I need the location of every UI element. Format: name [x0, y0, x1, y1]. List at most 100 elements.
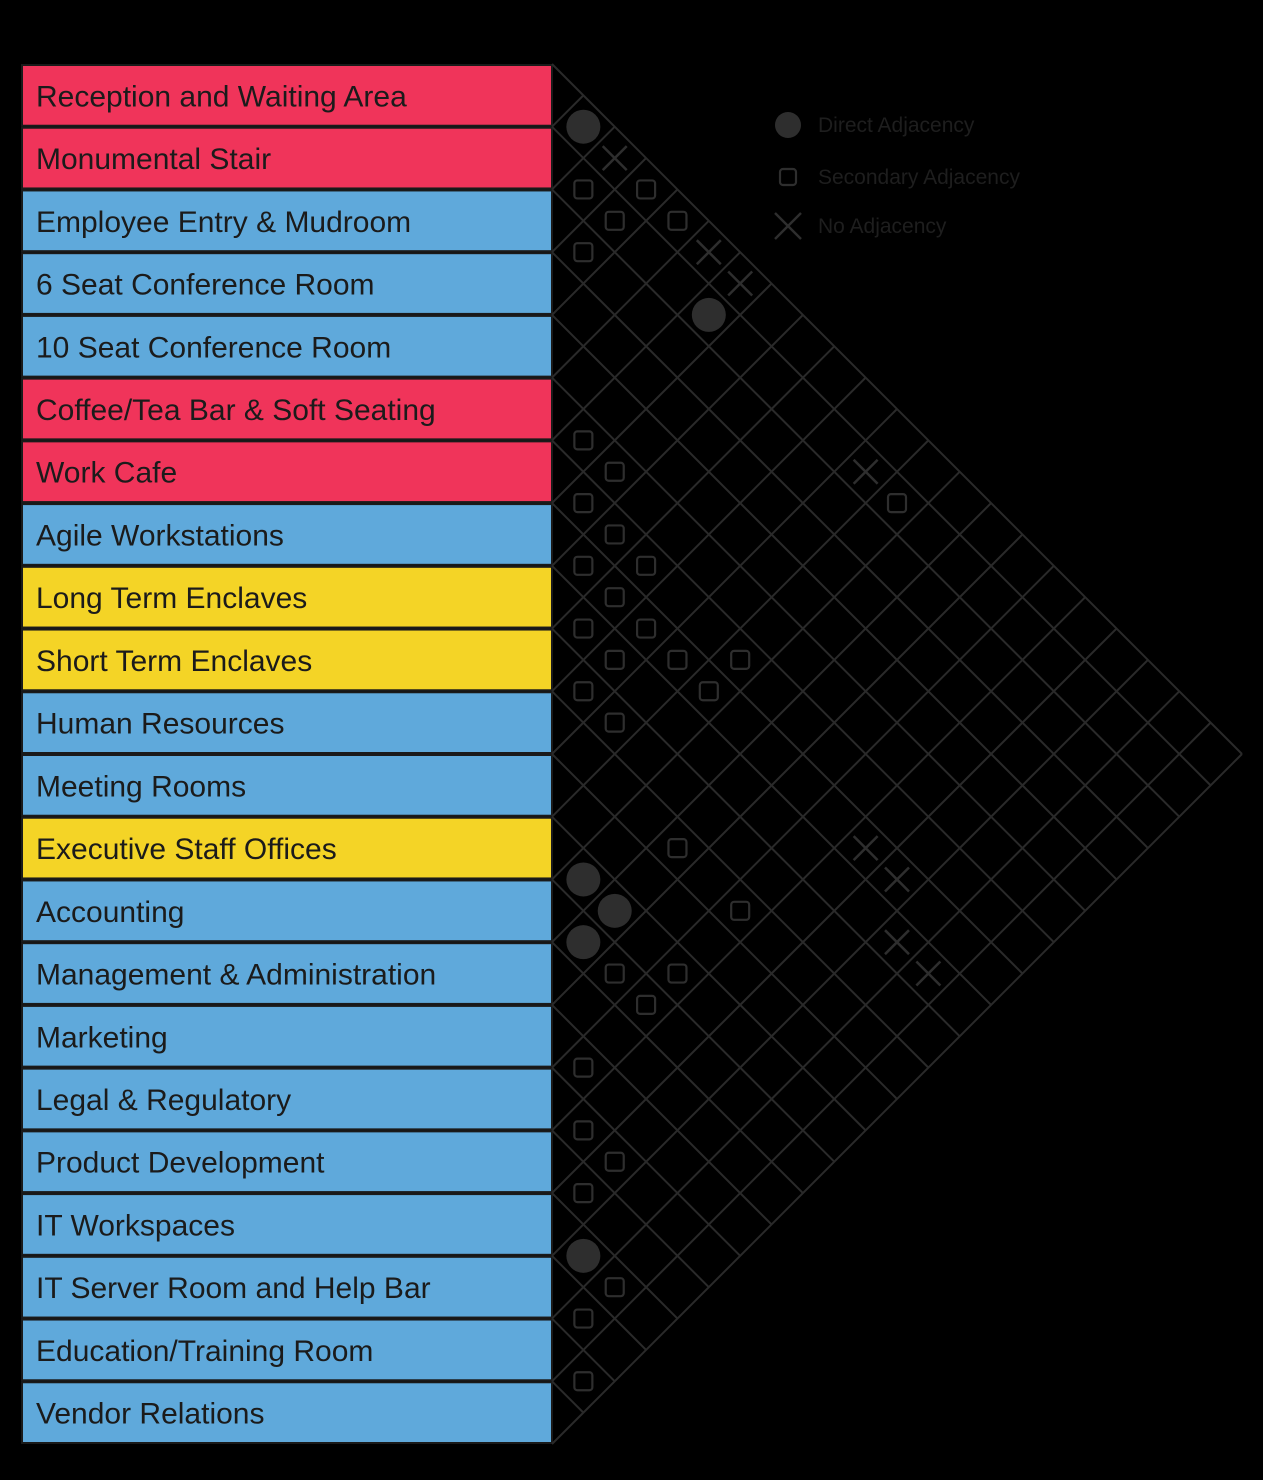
grid-line	[551, 627, 1118, 1194]
room-row-human-resources: Human Resources	[21, 691, 553, 754]
grid-line	[551, 533, 1024, 1006]
room-label: Management & Administration	[36, 959, 436, 992]
room-bar	[21, 377, 553, 441]
room-row-executive-staff-offices: Executive Staff Offices	[21, 816, 553, 880]
room-row-work-cafe: Work Cafe	[21, 440, 553, 504]
adjacency-it-server-room-and-help-bar-education-training-room-secondary	[573, 1308, 594, 1329]
room-bar	[21, 1255, 553, 1319]
room-list: Reception and Waiting Area Monumental Sta…	[21, 64, 553, 1444]
grid-line	[551, 1004, 773, 1226]
adjacency-executive-staff-offices-legal-regulatory-secondary	[667, 963, 688, 984]
rounded-square-icon	[778, 167, 798, 187]
grid-line	[551, 565, 1055, 1069]
grid-line	[551, 1380, 585, 1414]
room-bar	[21, 565, 553, 629]
room-row-product-development: Product Development	[21, 1130, 553, 1194]
room-row-reception-and-waiting-area: Reception and Waiting Area	[21, 64, 553, 127]
grid-line	[551, 282, 773, 504]
room-bar	[21, 1004, 553, 1068]
room-bar	[21, 942, 553, 1005]
room-bar	[21, 1318, 553, 1382]
grid-line	[551, 502, 1024, 975]
adjacency-reception-and-waiting-area-coffee-tea-bar-soft-seating-none	[695, 239, 722, 266]
room-label: Accounting	[36, 896, 184, 929]
grid-line	[551, 94, 585, 128]
grid-line	[551, 439, 930, 818]
adjacency-employee-entry-mudroom-6-seat-conference-room-secondary	[573, 242, 594, 263]
adjacency-executive-staff-offices-accounting-direct	[566, 862, 601, 897]
grid-line	[551, 1129, 710, 1288]
room-row-short-term-enclaves: Short Term Enclaves	[21, 628, 553, 692]
room-bar	[21, 816, 553, 880]
room-label: Work Cafe	[36, 457, 177, 490]
room-bar	[21, 252, 553, 315]
x-cross-icon	[774, 212, 802, 240]
room-bar	[21, 1067, 553, 1131]
room-bar	[21, 691, 553, 754]
room-bar	[21, 126, 553, 190]
room-row-management-administration: Management & Administration	[21, 942, 553, 1005]
room-row-it-workspaces: IT Workspaces	[21, 1193, 553, 1256]
grid-line	[551, 376, 1086, 912]
adjacency-accounting-management-administration-direct	[566, 925, 601, 960]
room-label: IT Server Room and Help Bar	[36, 1272, 431, 1305]
grid-line	[551, 596, 1086, 1132]
adjacency-short-term-enclaves-meeting-rooms-secondary	[604, 712, 625, 733]
room-label: 10 Seat Conference Room	[36, 331, 391, 364]
room-row-it-server-room-and-help-bar: IT Server Room and Help Bar	[21, 1255, 553, 1319]
room-label: Meeting Rooms	[36, 770, 246, 803]
room-label: Short Term Enclaves	[36, 645, 312, 678]
adjacency-coffee-tea-bar-soft-seating-agile-workstations-secondary	[604, 461, 625, 482]
room-row-vendor-relations: Vendor Relations	[21, 1381, 553, 1444]
room-label: Employee Entry & Mudroom	[36, 206, 411, 239]
room-bar	[21, 440, 553, 504]
adjacency-agile-workstations-it-workspaces-none	[884, 866, 910, 893]
grid-line	[551, 157, 647, 253]
grid-line	[551, 220, 710, 379]
adjacency-product-development-it-workspaces-secondary	[573, 1182, 594, 1204]
legend-item-secondary-adjacency: Secondary Adjacency	[778, 166, 1020, 189]
room-bar	[21, 314, 553, 378]
grid-line	[551, 408, 898, 755]
adjacency-long-term-enclaves-human-resources-secondary	[604, 649, 625, 671]
room-row-10-seat-conference-room: 10 Seat Conference Room	[21, 314, 553, 378]
grid-line	[551, 659, 1149, 1257]
adjacency-human-resources-legal-regulatory-secondary	[730, 900, 751, 921]
adjacency-reception-and-waiting-area-10-seat-conference-room-secondary	[667, 210, 688, 231]
adjacency-long-term-enclaves-it-server-room-and-help-bar-none	[884, 929, 910, 956]
adjacency-coffee-tea-bar-soft-seating-work-cafe-secondary	[573, 430, 594, 451]
grid-line	[551, 753, 1243, 1445]
adjacency-it-workspaces-education-training-room-secondary	[604, 1277, 625, 1298]
adjacency-marketing-legal-regulatory-secondary	[573, 1057, 594, 1078]
room-row-employee-entry-mudroom: Employee Entry & Mudroom	[21, 189, 553, 253]
adjacency-monumental-stair-6-seat-conference-room-secondary	[604, 210, 625, 231]
grid-line	[551, 314, 804, 567]
adjacency-reception-and-waiting-area-employee-entry-mudroom-none	[601, 145, 628, 171]
room-label: Executive Staff Offices	[36, 833, 337, 866]
room-bar	[21, 503, 553, 566]
adjacency-reception-and-waiting-area-monumental-stair-direct	[566, 109, 601, 144]
adjacency-work-cafe-long-term-enclaves-secondary	[604, 524, 625, 545]
legend-item-direct-adjacency: Direct Adjacency	[775, 112, 975, 138]
room-label: Vendor Relations	[36, 1398, 265, 1431]
adjacency-long-term-enclaves-short-term-enclaves-secondary	[573, 618, 594, 639]
grid-line	[551, 1255, 647, 1351]
adjacency-agile-workstations-executive-staff-offices-secondary	[698, 681, 719, 702]
adjacency-reception-and-waiting-area-work-cafe-none	[727, 270, 754, 297]
adjacency-long-term-enclaves-education-training-room-none	[915, 960, 942, 987]
adjacency-agile-workstations-human-resources-secondary	[635, 618, 657, 639]
grid-line	[551, 721, 1212, 1382]
room-label: Education/Training Room	[36, 1335, 373, 1368]
grid-line	[551, 471, 961, 881]
room-bar	[21, 628, 553, 692]
room-label: Monumental Stair	[36, 143, 271, 176]
filled-circle-icon	[775, 112, 801, 138]
adjacency-monumental-stair-meeting-rooms-none	[852, 458, 879, 485]
grid-line	[551, 376, 867, 692]
room-row-long-term-enclaves: Long Term Enclaves	[21, 565, 553, 629]
room-label: IT Workspaces	[36, 1209, 235, 1242]
room-label: Long Term Enclaves	[36, 582, 307, 615]
adjacency-monumental-stair-executive-staff-offices-secondary	[886, 492, 908, 514]
room-label: Marketing	[36, 1021, 168, 1054]
